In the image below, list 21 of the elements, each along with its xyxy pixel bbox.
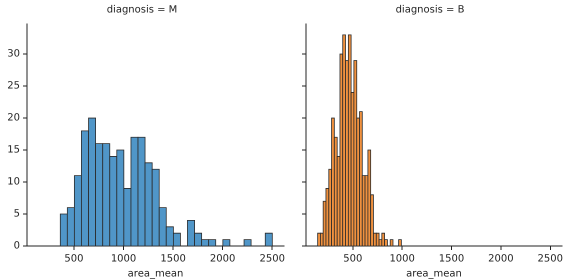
chart-title: diagnosis = M [106,4,178,16]
x-tick-label: 2000 [210,254,236,265]
y-tick-label: 5 [14,208,20,220]
x-axis-title: area_mean [128,268,184,280]
x-tick-label: 2500 [259,254,285,265]
chart-title: diagnosis = B [396,4,465,16]
x-tick-label: 2000 [488,254,514,265]
x-tick-label: 1000 [389,254,415,265]
x-tick-label: 1500 [160,254,186,265]
x-tick-label: 2500 [538,254,563,265]
x-tick-label: 500 [343,254,362,265]
y-tick-label: 0 [14,240,20,252]
y-tick-label: 20 [7,112,20,124]
x-tick-label: 1500 [438,254,464,265]
y-tick-label: 15 [7,144,20,156]
x-axis-title: area_mean [406,268,462,280]
x-tick-label: 1000 [110,254,136,265]
y-tick-label: 30 [7,48,20,60]
y-tick-label: 10 [7,176,20,188]
y-tick-label: 25 [7,80,20,92]
x-tick-label: 500 [64,254,84,265]
